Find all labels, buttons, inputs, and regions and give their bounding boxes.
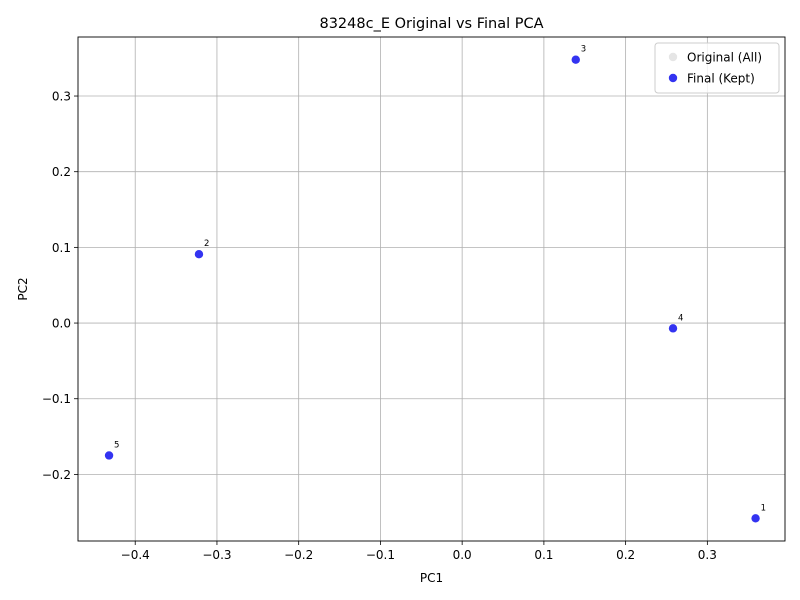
- x-axis-title: PC1: [420, 571, 443, 585]
- legend-label: Final (Kept): [687, 72, 755, 86]
- x-tick-label: −0.2: [284, 548, 313, 562]
- x-tick-label: 0.2: [616, 548, 635, 562]
- point-label: 3: [581, 45, 586, 55]
- data-point: [104, 451, 114, 460]
- data-point: [668, 324, 678, 333]
- legend-box: [654, 42, 780, 94]
- y-tick-label: 0.2: [52, 165, 71, 179]
- plot-frame: [77, 36, 786, 542]
- x-tick-label: 0.1: [534, 548, 553, 562]
- axis-ticks: −0.4 −0.3 −0.2 −0.1 0.0 0.1 0.2 0.3 −0.2 −0.1 0.0 0…: [42, 90, 717, 562]
- point-label: 1: [761, 503, 766, 513]
- y-tick-label: 0.3: [52, 90, 71, 104]
- x-tick-label: −0.4: [121, 548, 150, 562]
- grid: [78, 37, 785, 541]
- data-point: [571, 55, 580, 64]
- point-label: 2: [204, 239, 209, 249]
- legend-marker: [668, 73, 678, 83]
- data-point: [751, 514, 760, 523]
- data-point: [194, 249, 204, 259]
- data-points: 1 2 3 4 5: [104, 45, 766, 523]
- x-tick-label: −0.3: [202, 548, 231, 562]
- y-tick-label: 0.0: [52, 317, 71, 331]
- legend: Original (All) Final (Kept): [654, 42, 780, 94]
- y-tick-label: −0.2: [42, 468, 71, 482]
- x-tick-label: 0.3: [698, 548, 717, 562]
- y-tick-label: −0.1: [42, 392, 71, 406]
- x-tick-label: 0.0: [453, 548, 472, 562]
- legend-marker: [668, 52, 678, 62]
- point-label: 4: [678, 313, 683, 323]
- chart-title: 83248c_E Original vs Final PCA: [319, 16, 543, 32]
- legend-label: Original (All): [687, 51, 762, 65]
- y-tick-label: 0.1: [52, 241, 71, 255]
- point-label: 5: [114, 440, 119, 450]
- y-axis-title: PC2: [16, 277, 30, 300]
- x-tick-label: −0.1: [366, 548, 395, 562]
